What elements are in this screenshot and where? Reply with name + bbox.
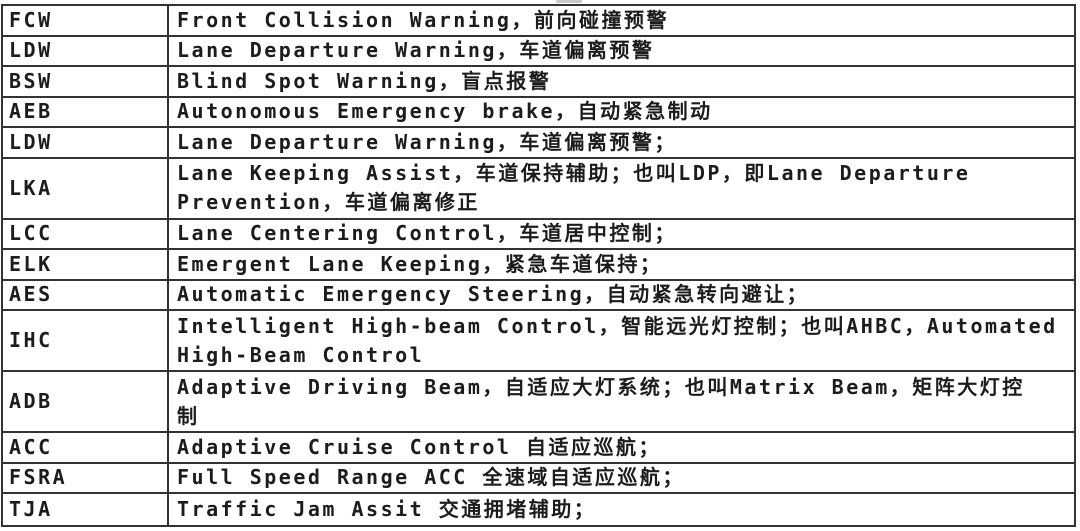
table-row: IHC Intelligent High-beam Control，智能远光灯控… <box>3 311 1074 372</box>
definition-cell: Emergent Lane Keeping，紧急车道保持； <box>177 251 663 276</box>
table-row: ACC Adaptive Cruise Control 自适应巡航； <box>3 433 1074 464</box>
table-row: TJA Traffic Jam Assit 交通拥堵辅助； <box>3 494 1074 525</box>
definition-cell: Lane Keeping Assist，车道保持辅助；也叫LDP，即Lane D… <box>177 161 971 214</box>
table-row: LKA Lane Keeping Assist，车道保持辅助；也叫LDP，即La… <box>3 158 1074 220</box>
definition-cell: Lane Centering Control，车道居中控制； <box>177 221 677 246</box>
abbreviation-cell: IHC <box>3 311 169 370</box>
table-row: AEB Autonomous Emergency brake，自动紧急制动 <box>3 97 1074 128</box>
abbreviation-cell: LCC <box>3 219 169 248</box>
table-row: BSW Blind Spot Warning，盲点报警 <box>3 67 1074 98</box>
abbreviation-cell: LKA <box>3 158 169 218</box>
table-row: AES Automatic Emergency Steering，自动紧急转向避… <box>3 280 1074 311</box>
adas-glossary-table: FCW Front Collision Warning，前向碰撞预警 LDW L… <box>1 4 1076 527</box>
abbreviation-cell: FCW <box>3 6 169 35</box>
definition-cell: Adaptive Driving Beam，自适应大灯系统；也叫Matrix B… <box>177 374 1025 428</box>
abbreviation-cell: AES <box>3 280 169 309</box>
abbreviation-cell: AEB <box>3 97 169 126</box>
definition-cell: Automatic Emergency Steering，自动紧急转向避让； <box>177 282 810 307</box>
table-row: ADB Adaptive Driving Beam，自适应大灯系统；也叫Matr… <box>3 372 1074 433</box>
abbreviation-cell: LDW <box>3 128 169 157</box>
definition-cell: Traffic Jam Assit 交通拥堵辅助； <box>177 496 597 521</box>
table-row: LDW Lane Departure Warning，车道偏离预警； <box>3 128 1074 159</box>
abbreviation-cell: BSW <box>3 67 169 96</box>
definition-cell: Lane Departure Warning，车道偏离预警； <box>177 129 677 154</box>
definition-cell: Adaptive Cruise Control 自适应巡航； <box>177 434 661 459</box>
definition-cell: Front Collision Warning，前向碰撞预警 <box>177 7 669 32</box>
table-row: LDW Lane Departure Warning，车道偏离预警 <box>3 36 1074 67</box>
abbreviation-cell: FSRA <box>3 463 169 492</box>
table-row: FSRA Full Speed Range ACC 全速域自适应巡航； <box>3 463 1074 494</box>
table-row: LCC Lane Centering Control，车道居中控制； <box>3 219 1074 250</box>
definition-cell: Intelligent High-beam Control，智能远光灯控制；也叫… <box>177 313 1058 367</box>
definition-cell: Lane Departure Warning，车道偏离预警 <box>177 38 655 63</box>
table-row: ELK Emergent Lane Keeping，紧急车道保持； <box>3 250 1074 281</box>
definition-cell: Full Speed Range ACC 全速域自适应巡航； <box>177 465 685 490</box>
abbreviation-cell: ELK <box>3 250 169 279</box>
table-row: FCW Front Collision Warning，前向碰撞预警 <box>3 6 1074 37</box>
abbreviation-cell: ADB <box>3 372 169 431</box>
abbreviation-cell: ACC <box>3 433 169 462</box>
cropped-content-artifact <box>556 0 582 3</box>
abbreviation-cell: LDW <box>3 36 169 65</box>
definition-cell: Autonomous Emergency brake，自动紧急制动 <box>177 99 713 124</box>
abbreviation-cell: TJA <box>3 494 169 525</box>
definition-cell: Blind Spot Warning，盲点报警 <box>177 68 552 93</box>
